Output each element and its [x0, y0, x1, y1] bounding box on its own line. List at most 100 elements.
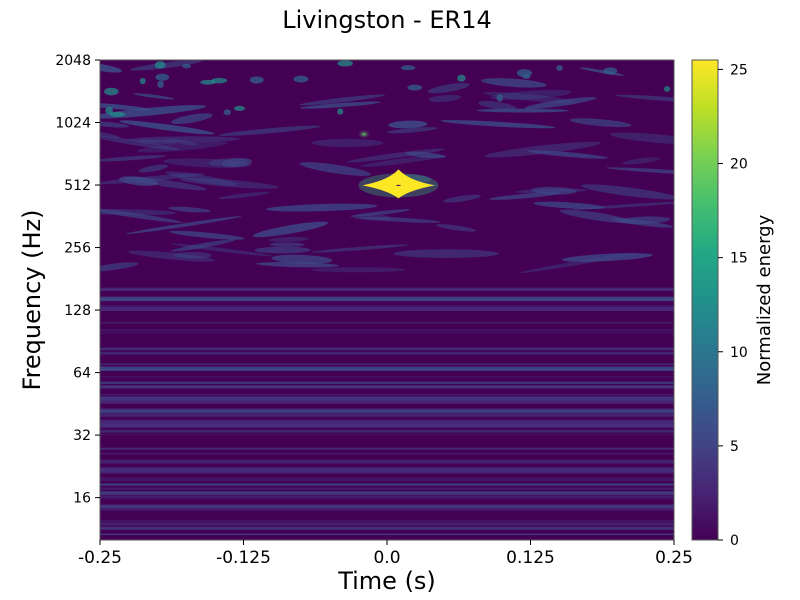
noise-streak — [346, 148, 445, 163]
noise-streak — [393, 249, 499, 258]
high-frequency-speck — [105, 106, 113, 115]
low-frequency-band — [100, 363, 674, 366]
noise-streak — [435, 224, 477, 232]
low-frequency-band — [100, 401, 674, 404]
noise-streak — [484, 141, 601, 158]
low-frequency-band — [100, 467, 674, 471]
low-frequency-band — [100, 477, 674, 481]
noise-streak — [476, 108, 569, 113]
noise-streak — [100, 209, 177, 216]
noise-streak — [561, 253, 653, 262]
noise-streak — [527, 150, 608, 159]
high-frequency-speck — [337, 108, 344, 115]
low-frequency-band — [100, 399, 674, 401]
high-frequency-speck — [223, 109, 232, 116]
colorbar-tick-label: 15 — [730, 251, 748, 267]
low-frequency-band — [100, 394, 674, 396]
noise-streak — [208, 157, 248, 167]
high-frequency-speck — [154, 61, 166, 69]
noise-streak — [559, 209, 633, 224]
high-frequency-speck — [293, 75, 309, 83]
y-tick-label: 512 — [64, 178, 91, 194]
low-frequency-band — [100, 433, 674, 436]
noise-streak — [386, 127, 438, 134]
noise-streak — [524, 97, 597, 110]
y-axis-label: Frequency (Hz) — [18, 210, 46, 391]
noise-streak — [478, 100, 517, 111]
colorbar — [691, 59, 719, 541]
high-frequency-speck — [407, 84, 423, 91]
low-frequency-band — [100, 351, 674, 355]
x-tick-label: 0.25 — [655, 548, 693, 568]
noise-streak — [531, 186, 577, 195]
noise-streak — [359, 216, 441, 223]
low-frequency-band — [100, 287, 674, 291]
noise-streak — [481, 78, 547, 88]
noise-streak — [119, 120, 215, 135]
low-frequency-band — [100, 429, 674, 433]
low-frequency-band — [100, 424, 674, 426]
noise-streak — [515, 188, 588, 194]
high-frequency-speck — [211, 77, 228, 84]
noise-streak — [360, 155, 445, 167]
noise-streak — [173, 251, 212, 259]
low-frequency-band — [100, 386, 674, 389]
low-frequency-band — [100, 367, 674, 369]
colorbar-ticks: 0 5 10 15 20 25 — [718, 62, 748, 549]
y-tick-label: 2048 — [55, 53, 91, 69]
low-frequency-band — [100, 305, 674, 308]
noise-streak — [256, 261, 339, 268]
minor-blip — [357, 129, 372, 140]
noise-streak — [119, 176, 159, 186]
low-frequency-band — [100, 447, 674, 450]
noise-streak — [571, 201, 674, 210]
noise-streak — [138, 164, 169, 173]
colorbar-tick-label: 10 — [730, 345, 748, 361]
high-frequency-speck — [663, 86, 671, 92]
low-frequency-band — [100, 412, 674, 415]
low-frequency-band — [100, 508, 674, 511]
noise-streak — [442, 194, 481, 203]
low-frequency-band — [100, 322, 674, 324]
noise-streak — [100, 131, 121, 139]
noise-streak — [125, 216, 242, 235]
colorbar-tick-label: 5 — [730, 439, 739, 455]
noise-streak — [171, 113, 213, 124]
noise-streak — [265, 203, 378, 212]
noise-streak — [100, 121, 130, 128]
y-tick-label: 256 — [64, 241, 91, 257]
noise-streak — [606, 167, 674, 176]
high-frequency-speck — [400, 65, 416, 71]
noise-streak — [100, 207, 184, 223]
noise-streak — [100, 63, 123, 73]
high-frequency-speck — [556, 64, 563, 71]
low-frequency-band — [100, 414, 674, 417]
high-frequency-speck — [522, 74, 531, 79]
noise-streak — [136, 141, 228, 153]
low-frequency-band — [100, 381, 674, 384]
low-frequency-band — [100, 469, 674, 474]
noise-streak — [163, 158, 252, 168]
colorbar-label: Normalized energy — [754, 214, 775, 385]
noise-streak — [128, 250, 216, 262]
high-frequency-speck — [496, 94, 503, 102]
x-tick-label: 0.125 — [506, 548, 555, 568]
high-frequency-speck — [109, 111, 126, 117]
x-axis-ticks: -0.25 -0.125 0.0 0.125 0.25 — [78, 540, 693, 568]
y-tick-label: 1024 — [55, 116, 91, 132]
noise-streak — [609, 132, 674, 145]
low-frequency-band — [100, 504, 674, 508]
low-frequency-band — [100, 420, 674, 423]
low-frequency-band — [100, 408, 674, 411]
noise-streak — [179, 177, 280, 189]
noise-streak — [311, 244, 410, 253]
noise-streak — [440, 120, 556, 129]
noise-streak — [100, 262, 139, 272]
noise-streak — [299, 101, 381, 109]
low-frequency-band — [100, 368, 674, 371]
low-frequency-band — [100, 376, 674, 378]
high-frequency-speck — [233, 105, 246, 111]
noise-streak — [405, 151, 447, 159]
low-frequency-band — [100, 298, 674, 302]
low-frequency-band — [100, 483, 674, 486]
